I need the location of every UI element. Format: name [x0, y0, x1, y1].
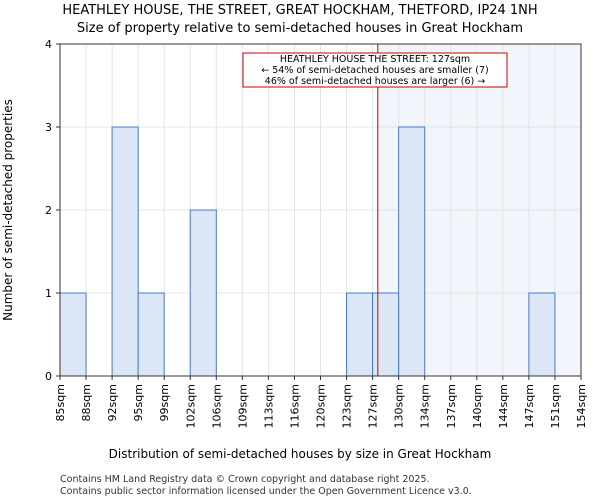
- x-tick-label: 99sqm: [158, 384, 171, 421]
- footer-line-2: Contains public sector information licen…: [60, 486, 472, 497]
- x-tick-label: 109sqm: [236, 384, 249, 428]
- x-tick-label: 88sqm: [80, 384, 93, 421]
- x-tick-labels: 85sqm 88sqm 92sqm 95sqm 99sqm 102sqm 106sqm 109…: [54, 376, 588, 428]
- y-tick-label: 4: [45, 38, 52, 51]
- histogram-bar: [111, 126, 139, 377]
- x-tick-label: 144sqm: [497, 384, 510, 428]
- histogram-bar: [372, 292, 400, 377]
- histogram-bar: [59, 292, 87, 377]
- bar-layer: [59, 126, 556, 377]
- x-tick-label: 127sqm: [367, 384, 380, 428]
- x-tick-label: 137sqm: [445, 384, 458, 428]
- y-tick-labels: 0 1 2 3 4: [45, 38, 60, 383]
- x-tick-label: 151sqm: [549, 384, 562, 428]
- x-tick-label: 147sqm: [523, 384, 536, 428]
- annotation-line-3: 46% of semi-detached houses are larger (…: [265, 76, 485, 87]
- histogram-bar: [528, 292, 556, 377]
- x-tick-label: 95sqm: [132, 384, 145, 421]
- x-tick-label: 116sqm: [288, 384, 301, 428]
- x-axis-label: Distribution of semi-detached houses by …: [109, 447, 492, 461]
- histogram-bar: [398, 126, 426, 377]
- y-tick-label: 2: [45, 204, 52, 217]
- x-tick-label: 85sqm: [54, 384, 67, 421]
- footer-line-1: Contains HM Land Registry data © Crown c…: [60, 474, 430, 485]
- chart-title: HEATHLEY HOUSE, THE STREET, GREAT HOCKHA…: [62, 3, 537, 18]
- x-tick-label: 134sqm: [419, 384, 432, 428]
- annotation-frame: [242, 52, 508, 88]
- x-tick-label: 113sqm: [262, 384, 275, 428]
- histogram-bar: [189, 209, 217, 377]
- histogram-bar: [346, 292, 374, 377]
- y-tick-label: 0: [45, 370, 52, 383]
- x-tick-label: 154sqm: [575, 384, 588, 428]
- annotation-box: HEATHLEY HOUSE THE STREET: 127sqm ← 54% …: [242, 52, 508, 88]
- y-tick-label: 3: [45, 121, 52, 134]
- x-tick-label: 92sqm: [106, 384, 119, 421]
- x-tick-label: 106sqm: [210, 384, 223, 428]
- y-tick-label: 1: [45, 287, 52, 300]
- x-tick-label: 123sqm: [341, 384, 354, 428]
- histogram-bar: [137, 292, 165, 377]
- chart-subtitle: Size of property relative to semi-detach…: [77, 21, 523, 36]
- x-tick-label: 140sqm: [471, 384, 484, 428]
- x-tick-label: 102sqm: [184, 384, 197, 428]
- x-tick-label: 120sqm: [315, 384, 328, 428]
- y-axis-label: Number of semi-detached properties: [1, 99, 15, 321]
- annotation-line-2: ← 54% of semi-detached houses are smalle…: [261, 65, 489, 76]
- annotation-line-1: HEATHLEY HOUSE THE STREET: 127sqm: [280, 54, 470, 65]
- x-tick-label: 130sqm: [393, 384, 406, 428]
